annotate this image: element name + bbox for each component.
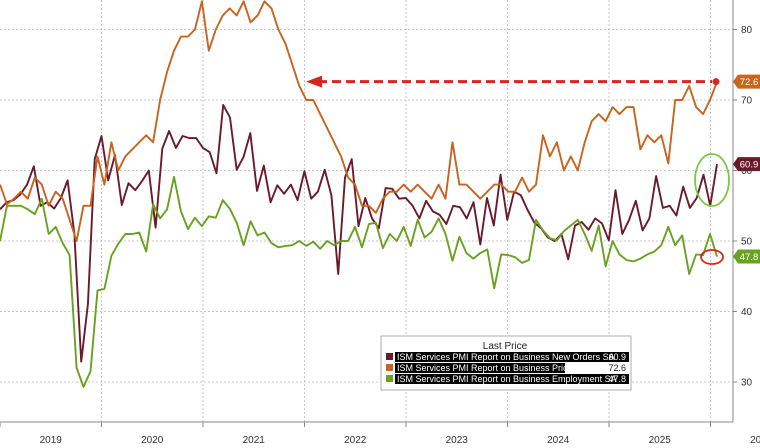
x-tick-label: 2022 [344, 435, 367, 446]
x-axis-tick-labels: 2019 2020 2021 2022 2023 2024 2025 2026 [40, 435, 760, 446]
last-value-tags: 72.6 60.9 47.8 [733, 74, 760, 264]
legend-row-bg [395, 363, 565, 373]
legend-title: Last Price [483, 341, 528, 352]
x-grid [0, 0, 711, 427]
y-tick-label: 50 [741, 237, 753, 248]
y-tick-label: 70 [741, 96, 753, 107]
y-tick-label: 40 [741, 307, 753, 318]
legend-label-prices: ISM Services PMI Report on Business Pric… [397, 363, 592, 373]
highlight-circle-employment [700, 249, 724, 265]
value-tag-new-orders [733, 157, 760, 172]
legend-value-prices: 72.6 [608, 363, 626, 373]
legend-value-employment: 47.8 [608, 374, 626, 384]
y-grid [0, 29, 737, 383]
x-tick-label: 2019 [40, 435, 63, 446]
legend-value-new-orders: 60.9 [608, 352, 626, 362]
series-line-prices [0, 0, 718, 242]
value-tag-prices [733, 74, 760, 89]
legend-row-bg [395, 352, 629, 362]
value-tag-label-employment: 47.8 [740, 252, 759, 263]
highlight-circle-new-orders [694, 153, 730, 207]
legend: Last Price ISM Services PMI Report on Bu… [380, 335, 632, 391]
series-line-new_orders [0, 103, 718, 363]
arrow-endpoint [712, 78, 720, 86]
y-tick-label: 30 [741, 378, 753, 389]
x-tick-label: 2020 [141, 435, 164, 446]
value-tag-employment [733, 249, 760, 264]
series-line-employment [0, 175, 718, 388]
annotations [306, 75, 730, 265]
y-axis-tick-labels: 30 40 50 60 70 80 [741, 25, 753, 389]
value-tag-label-new-orders: 60.9 [740, 160, 759, 171]
x-tick-label: 2021 [243, 435, 266, 446]
legend-swatch-employment [386, 375, 393, 382]
x-tick-label: 2025 [649, 435, 672, 446]
legend-row-bg [395, 374, 629, 384]
value-tag-label-prices: 72.6 [740, 77, 759, 88]
arrow-head [306, 75, 322, 88]
series-lines [0, 0, 718, 388]
legend-swatch-new-orders [386, 353, 393, 360]
legend-label-new-orders: ISM Services PMI Report on Business New … [397, 352, 615, 362]
y-tick-label: 80 [741, 25, 753, 36]
y-tick-label: 60 [741, 166, 753, 177]
legend-label-employment: ISM Services PMI Report on Business Empl… [397, 374, 617, 384]
x-tick-label: 2023 [446, 435, 469, 446]
x-tick-label: 2024 [547, 435, 570, 446]
x-tick-label: 2026 [750, 435, 760, 446]
legend-swatch-prices [386, 364, 393, 371]
